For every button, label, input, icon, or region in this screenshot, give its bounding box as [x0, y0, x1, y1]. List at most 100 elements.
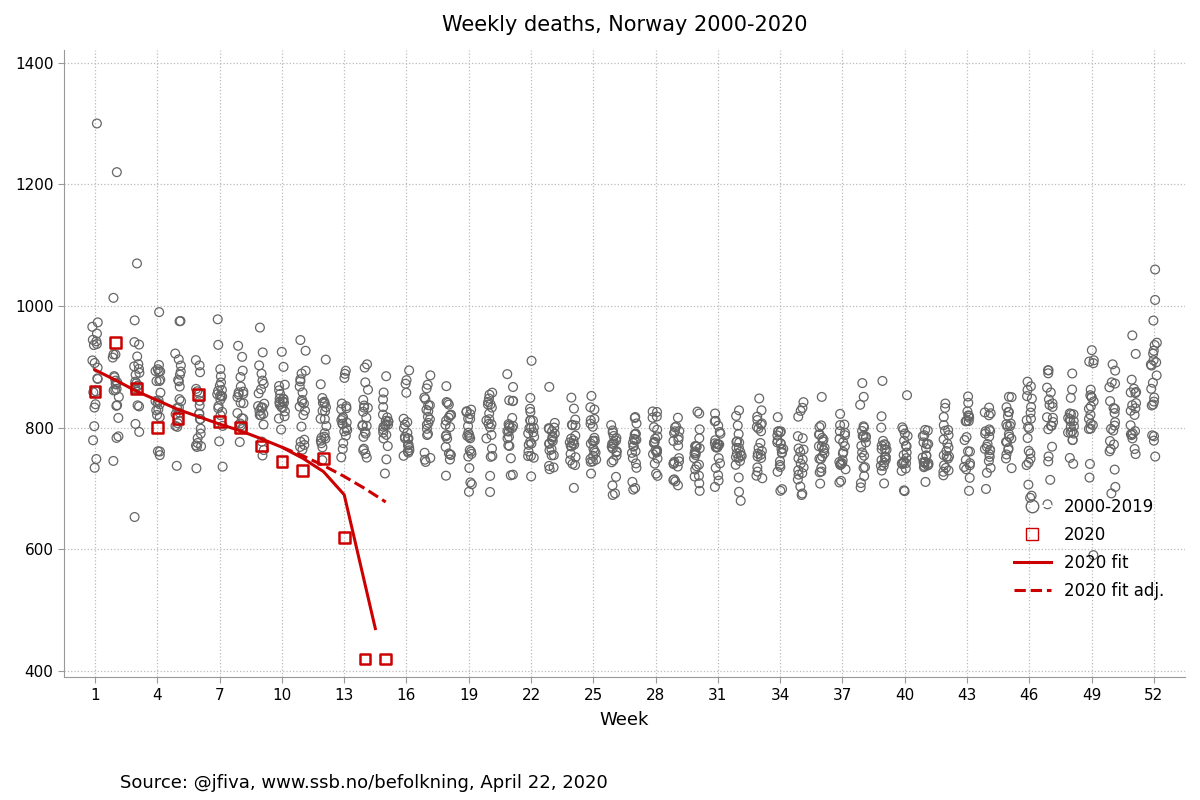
Point — [458, 420, 478, 433]
Point — [833, 447, 852, 460]
Point — [770, 485, 790, 498]
Point — [581, 438, 600, 450]
Point — [1144, 376, 1163, 389]
Point — [708, 438, 727, 451]
Point — [1081, 389, 1100, 402]
Point — [934, 449, 953, 462]
Point — [125, 360, 144, 373]
Point — [521, 402, 540, 415]
Point — [728, 419, 748, 432]
Point — [770, 437, 790, 450]
Point — [400, 364, 419, 377]
Point — [1146, 263, 1165, 276]
Point — [690, 432, 709, 445]
Point — [251, 383, 270, 396]
Point — [270, 398, 289, 411]
Point — [190, 394, 209, 407]
Point — [1104, 438, 1123, 451]
Point — [666, 475, 685, 488]
Point — [1018, 375, 1037, 388]
Point — [1002, 390, 1021, 403]
Point — [664, 434, 683, 447]
Point — [88, 373, 107, 386]
Point — [664, 474, 683, 486]
Point — [421, 369, 440, 382]
Point — [232, 412, 251, 425]
Point — [751, 418, 770, 431]
Point — [275, 410, 294, 422]
Point — [852, 439, 871, 452]
Point — [460, 444, 479, 457]
Point — [86, 398, 106, 410]
Point — [581, 453, 600, 466]
Point — [337, 416, 356, 429]
Point — [1018, 432, 1037, 445]
Point — [545, 417, 564, 430]
Point — [916, 423, 935, 436]
Point — [772, 425, 791, 438]
Point — [170, 314, 190, 327]
Point — [378, 411, 397, 424]
Point — [937, 445, 956, 458]
Point — [125, 336, 144, 349]
Point — [583, 434, 602, 447]
Point — [311, 412, 330, 425]
Point — [1121, 405, 1140, 418]
Point — [1105, 481, 1124, 494]
Point — [959, 445, 978, 458]
Point — [1061, 413, 1080, 426]
Point — [1039, 423, 1058, 436]
Point — [1142, 359, 1162, 372]
Point — [976, 425, 995, 438]
Point — [956, 415, 976, 428]
Point — [1145, 391, 1164, 404]
Point — [730, 486, 749, 498]
Point — [187, 385, 206, 398]
Point — [773, 446, 792, 458]
Point — [1081, 422, 1100, 435]
Point — [462, 445, 481, 458]
Point — [1018, 383, 1037, 396]
Point — [230, 417, 250, 430]
Point — [356, 447, 376, 460]
Point — [996, 452, 1015, 465]
Point — [979, 448, 998, 461]
Point — [85, 357, 104, 370]
Point — [690, 442, 709, 454]
Point — [793, 487, 812, 500]
Point — [479, 395, 498, 408]
Point — [647, 467, 666, 480]
Point — [959, 390, 978, 403]
Point — [106, 348, 125, 361]
Point — [602, 456, 622, 469]
Point — [935, 459, 954, 472]
Point — [934, 469, 953, 482]
Point — [461, 476, 480, 489]
Point — [126, 382, 145, 395]
Point — [248, 400, 268, 413]
Point — [394, 450, 413, 462]
Point — [1019, 456, 1038, 469]
Point — [564, 402, 583, 415]
Point — [830, 432, 850, 445]
Point — [566, 419, 586, 432]
Point — [190, 388, 209, 401]
Point — [938, 441, 958, 454]
Point — [686, 449, 706, 462]
Point — [522, 438, 541, 450]
Point — [335, 367, 354, 380]
Point — [232, 396, 251, 409]
Point — [1021, 406, 1040, 419]
Point — [582, 390, 601, 402]
Point — [521, 414, 540, 426]
Point — [623, 475, 642, 488]
Point — [1082, 391, 1102, 404]
Point — [271, 423, 290, 436]
Point — [293, 464, 312, 477]
Point — [503, 394, 522, 407]
Point — [334, 437, 353, 450]
Point — [85, 385, 104, 398]
Point — [214, 460, 233, 473]
Point — [709, 452, 728, 465]
Point — [419, 417, 438, 430]
